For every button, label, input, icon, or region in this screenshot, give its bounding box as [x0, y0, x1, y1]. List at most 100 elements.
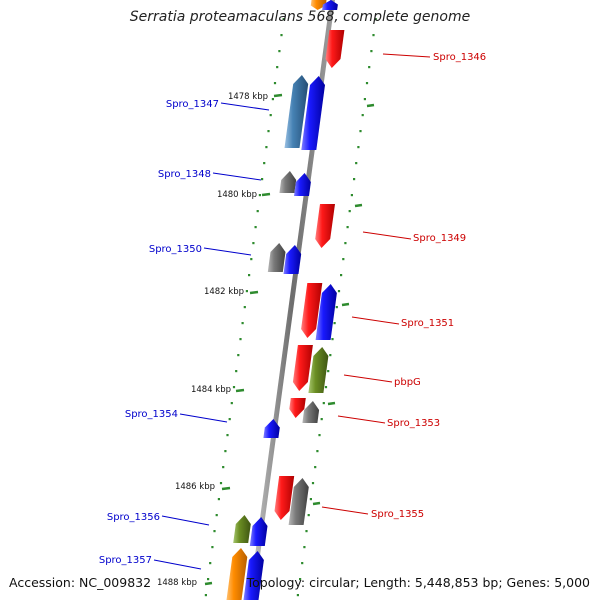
gene-arrows	[226, 0, 345, 600]
gene-spro-1348-a-arrow[interactable]	[279, 171, 297, 193]
gene-spro-1345b-arrow[interactable]	[322, 0, 338, 10]
guide-dot	[363, 98, 366, 101]
guide-dot	[318, 434, 321, 437]
scale-ticks: 1478 kbp 1480 kbp 1482 kbp 1484 kbp 1486…	[157, 92, 375, 588]
guide-dot	[239, 338, 242, 341]
gene-spro-1356-a-arrow[interactable]	[233, 515, 251, 543]
gene-pbpg-a-arrow[interactable]	[292, 345, 313, 391]
tick-1480: 1480 kbp	[217, 190, 271, 200]
guide-dot	[331, 338, 334, 341]
tick-1486: 1486 kbp	[175, 482, 231, 492]
guide-dot	[296, 594, 299, 597]
guide-dot	[243, 306, 246, 309]
guide-dot	[329, 354, 332, 357]
gene-spro-1349-arrow[interactable]	[315, 204, 335, 248]
guide-dot	[316, 450, 319, 453]
gene-pbpg-b-arrow[interactable]	[308, 347, 329, 393]
guide-dot	[311, 482, 315, 485]
gene-label-spro-1351[interactable]: Spro_1351	[401, 318, 454, 329]
guide-dot	[370, 50, 373, 53]
tick-label-1484: 1484 kbp	[191, 385, 231, 395]
gene-spro-1350-a-arrow[interactable]	[267, 243, 286, 272]
guide-dot	[219, 482, 223, 485]
gene-label-spro-1357[interactable]: Spro_1357	[99, 555, 152, 566]
guide-dot	[342, 258, 345, 261]
gene-label-spro-1356[interactable]: Spro_1356	[107, 512, 160, 523]
tick-1482: 1482 kbp	[204, 287, 259, 297]
guide-dot	[365, 82, 369, 85]
guide-dot	[252, 242, 255, 245]
guide-dot	[224, 450, 227, 453]
guide-dot	[273, 82, 277, 85]
gene-spro-1350-b-arrow[interactable]	[283, 245, 302, 274]
guide-dot	[327, 370, 330, 373]
map-title: Serratia proteamaculans 568, complete ge…	[129, 9, 471, 25]
gene-spro-1357-b-arrow[interactable]	[243, 551, 264, 600]
gene-spro-1353-a-arrow[interactable]	[289, 398, 306, 418]
guide-dot	[303, 546, 306, 549]
guide-dot	[353, 178, 356, 181]
guide-dot	[344, 242, 347, 245]
guide-dot	[228, 418, 231, 421]
tick-label-1482: 1482 kbp	[204, 287, 244, 297]
gene-label-spro-1353[interactable]: Spro_1353	[387, 418, 440, 429]
gene-spro-1351-a-arrow[interactable]	[301, 283, 323, 338]
gene-spro-1354-arrow[interactable]	[263, 419, 280, 438]
gene-label-spro-1347[interactable]: Spro_1347	[166, 99, 219, 110]
gene-spro-1347-a-arrow[interactable]	[284, 75, 309, 148]
tick-1488: 1488 kbp	[157, 578, 213, 588]
guide-dot	[267, 130, 270, 133]
gene-label-spro-1354[interactable]: Spro_1354	[125, 409, 178, 420]
gene-label-pbpg[interactable]: pbpG	[394, 377, 421, 388]
guide-dot	[282, 18, 285, 21]
tick-label-1486: 1486 kbp	[175, 482, 215, 492]
gene-spro-1357-a-arrow[interactable]	[226, 548, 248, 600]
guide-dot	[357, 146, 360, 149]
guide-dot	[337, 290, 341, 293]
guide-dot	[359, 130, 362, 133]
guide-dot	[340, 274, 343, 277]
gene-spro-1348-b-arrow[interactable]	[294, 173, 311, 196]
guide-dot	[372, 34, 375, 37]
guide-dot	[211, 546, 214, 549]
gene-spro-1355-a-arrow[interactable]	[274, 476, 295, 520]
guide-dot	[235, 370, 238, 373]
guide-dot	[309, 498, 312, 501]
gene-spro-1345-arrow[interactable]	[310, 0, 327, 10]
guide-dot	[333, 322, 336, 325]
gene-label-spro-1349[interactable]: Spro_1349	[413, 233, 466, 244]
gene-spro-1347-b-arrow[interactable]	[301, 76, 325, 150]
gene-spro-1353-b-arrow[interactable]	[302, 401, 320, 423]
guide-dot	[299, 578, 302, 581]
gene-spro-1351-b-arrow[interactable]	[315, 284, 337, 340]
guide-dot	[269, 114, 272, 117]
label-leaders	[153, 53, 431, 570]
guide-dot	[254, 226, 257, 229]
guide-dot	[324, 386, 328, 389]
guide-dot	[241, 322, 244, 325]
guide-dot	[232, 386, 236, 389]
guide-dot	[346, 226, 349, 229]
gene-label-spro-1355[interactable]: Spro_1355	[371, 509, 424, 520]
guide-dot	[209, 562, 212, 565]
guide-dot	[361, 114, 364, 117]
gene-spro-1356-b-arrow[interactable]	[249, 517, 268, 546]
dotted-guides	[204, 18, 377, 597]
accession-text: Accession: NC_009832	[9, 575, 152, 590]
guide-dot	[314, 466, 317, 469]
guide-dot	[320, 418, 323, 421]
gene-spro-1355-b-arrow[interactable]	[288, 478, 309, 525]
gene-label-spro-1350[interactable]: Spro_1350	[149, 244, 202, 255]
tick-label-1478: 1478 kbp	[228, 92, 268, 102]
gene-spro-1346-arrow[interactable]	[325, 30, 345, 68]
genome-summary-text: Topology: circular; Length: 5,448,853 bp…	[246, 575, 590, 590]
guide-dot	[301, 562, 304, 565]
tick-1478: 1478 kbp	[228, 92, 283, 102]
gene-label-spro-1348[interactable]: Spro_1348	[158, 169, 211, 180]
guide-dot	[217, 498, 220, 501]
guide-dot	[280, 34, 283, 37]
gene-label-spro-1346[interactable]: Spro_1346	[433, 52, 486, 63]
tick-label-1488: 1488 kbp	[157, 578, 197, 588]
guide-dot	[261, 178, 264, 181]
